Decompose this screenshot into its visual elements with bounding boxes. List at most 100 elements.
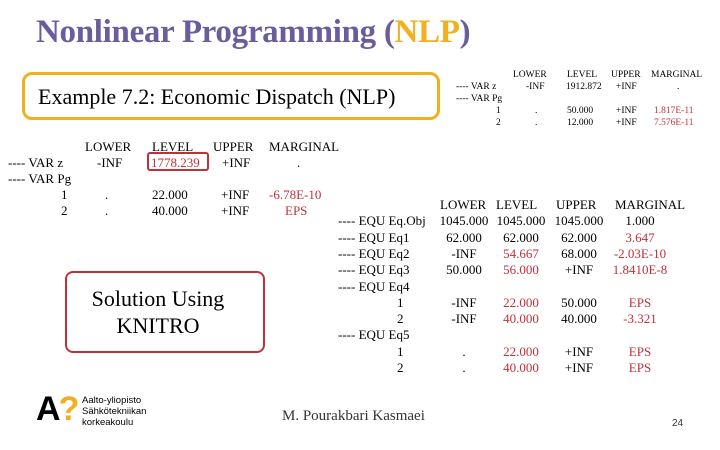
solution-label-line2: KNITRO	[116, 313, 200, 338]
example-box	[22, 72, 440, 120]
left-pg1-idx: 1	[61, 187, 68, 202]
tr-header-lower: LOWER	[513, 70, 547, 80]
equ-row-1-marginal: 3.647	[625, 230, 655, 245]
equ-row-2-level: 54.667	[503, 246, 539, 261]
author: M. Pourakbari Kasmaei	[282, 408, 425, 424]
equ-row-5-marginal: EPS	[628, 295, 652, 310]
equ-row-8-name: 1	[397, 344, 404, 359]
left-pg2-upper: +INF	[221, 203, 250, 218]
equ-row-9-name: 2	[397, 360, 404, 375]
logo-a: A	[36, 390, 61, 428]
equ-row-3-level: 56.000	[503, 262, 539, 277]
title-main: Nonlinear Programming (	[36, 14, 395, 50]
left-pg2-marginal: EPS	[285, 203, 308, 218]
logo-text: Aalto-yliopisto Sähkötekniikan korkeakoulu	[82, 395, 146, 428]
tr-pg2-upper: +INF	[616, 118, 637, 128]
left-pg2-idx: 2	[61, 203, 68, 218]
equ-row-6-upper: 40.000	[561, 311, 597, 326]
logo-line1: Aalto-yliopisto	[82, 395, 142, 406]
equ-row-9-marginal: EPS	[628, 360, 652, 375]
equ-row-0-upper: 1045.000	[554, 213, 604, 228]
page-number: 24	[672, 418, 684, 429]
equ-row-6-lower: -INF	[451, 311, 477, 326]
equ-row-3-upper: +INF	[564, 262, 594, 277]
equ-row-6-name: 2	[397, 311, 404, 326]
equ-row-6-level: 40.000	[503, 311, 539, 326]
equ-row-5-upper: 50.000	[561, 295, 597, 310]
equ-row-1-lower: 62.000	[446, 230, 482, 245]
tr-pg1-marginal: 1.817E-11	[654, 106, 694, 116]
equ-row-7-name: ---- EQU Eq5	[338, 327, 410, 342]
left-header-marginal: MARGINAL	[269, 139, 340, 154]
tr-pg1-lower: .	[535, 106, 538, 116]
equ-header-lower: LOWER	[440, 197, 487, 212]
tr-var-z-lower: -INF	[526, 82, 545, 92]
solution-label-line1: Solution Using	[91, 286, 225, 311]
aalto-logo: A?	[36, 390, 79, 428]
equ-row-5-name: 1	[397, 295, 404, 310]
left-var-pg-name: ---- VAR Pg	[8, 171, 72, 186]
left-pg1-marginal: -6.78E-10	[269, 187, 322, 202]
tr-pg2-level: 12.000	[567, 118, 594, 128]
level-highlight-box	[147, 152, 209, 171]
equ-row-8-level: 22.000	[503, 344, 539, 359]
left-pg2-level: 40.000	[152, 203, 188, 218]
tr-var-z-marginal: .	[677, 82, 680, 92]
equ-row-2-name: ---- EQU Eq2	[338, 246, 410, 261]
equ-header-upper: UPPER	[556, 197, 597, 212]
equ-row-8-marginal: EPS	[628, 344, 652, 359]
title-nlp: NLP	[394, 14, 460, 50]
tr-pg1-level: 50.000	[567, 106, 594, 116]
left-var-z-marginal: .	[297, 155, 301, 170]
equ-row-5-level: 22.000	[503, 295, 539, 310]
left-var-z-lower: -INF	[97, 155, 123, 170]
equ-row-2-lower: -INF	[451, 246, 477, 261]
tr-header-level: LEVEL	[567, 70, 598, 80]
tr-header-upper: UPPER	[611, 70, 641, 80]
left-header-upper: UPPER	[213, 139, 254, 154]
equ-row-8-upper: +INF	[564, 344, 594, 359]
solution-box	[65, 271, 265, 353]
equ-row-6-marginal: -3.321	[623, 311, 657, 326]
left-var-z-level: 1778.239	[151, 155, 200, 170]
equ-row-1-upper: 62.000	[561, 230, 597, 245]
solution-label: Solution Using KNITRO	[78, 285, 238, 339]
tr-var-z-name: ---- VAR z	[456, 82, 497, 92]
equ-row-4-name: ---- EQU Eq4	[338, 279, 410, 294]
tr-pg2-marginal: 7.576E-11	[654, 118, 694, 128]
left-pg1-upper: +INF	[221, 187, 250, 202]
equ-row-3-name: ---- EQU Eq3	[338, 262, 410, 277]
equ-row-0-lower: 1045.000	[439, 213, 489, 228]
equ-row-2-upper: 68.000	[561, 246, 597, 261]
equ-row-1-level: 62.000	[503, 230, 539, 245]
left-pg1-lower: .	[105, 187, 109, 202]
equ-row-0-marginal: 1.000	[625, 213, 655, 228]
equ-row-3-lower: 50.000	[446, 262, 482, 277]
tr-pg1-upper: +INF	[616, 106, 637, 116]
equ-header-level: LEVEL	[496, 197, 538, 212]
equ-row-9-lower: .	[462, 360, 466, 375]
equ-row-8-lower: .	[462, 344, 466, 359]
tr-header-marginal: MARGINAL	[651, 70, 703, 80]
example-label: Example 7.2: Economic Dispatch (NLP)	[38, 84, 396, 109]
logo-line2: Sähkötekniikan	[82, 406, 147, 417]
left-header-lower: LOWER	[85, 139, 132, 154]
equ-row-9-upper: +INF	[564, 360, 594, 375]
logo-line3: korkeakoulu	[82, 417, 134, 428]
left-header-level: LEVEL	[152, 139, 194, 154]
equ-row-5-lower: -INF	[451, 295, 477, 310]
title-close: )	[459, 14, 471, 50]
tr-pg2-idx: 2	[496, 118, 501, 128]
slide-title: Nonlinear Programming (NLP)	[36, 14, 471, 51]
equ-row-2-marginal: -2.03E-10	[613, 246, 667, 261]
tr-var-pg-name: ---- VAR Pg	[456, 94, 503, 104]
tr-var-z-level: 1912.872	[566, 82, 602, 92]
tr-pg1-idx: 1	[496, 106, 501, 116]
equ-row-3-marginal: 1.8410E-8	[612, 262, 668, 277]
tr-pg2-lower: .	[535, 118, 538, 128]
equ-row-9-level: 40.000	[503, 360, 539, 375]
equ-row-0-name: ---- EQU Eq.Obj	[338, 213, 426, 228]
equ-row-1-name: ---- EQU Eq1	[338, 230, 410, 245]
equ-header-marginal: MARGINAL	[615, 197, 686, 212]
left-pg1-level: 22.000	[152, 187, 188, 202]
